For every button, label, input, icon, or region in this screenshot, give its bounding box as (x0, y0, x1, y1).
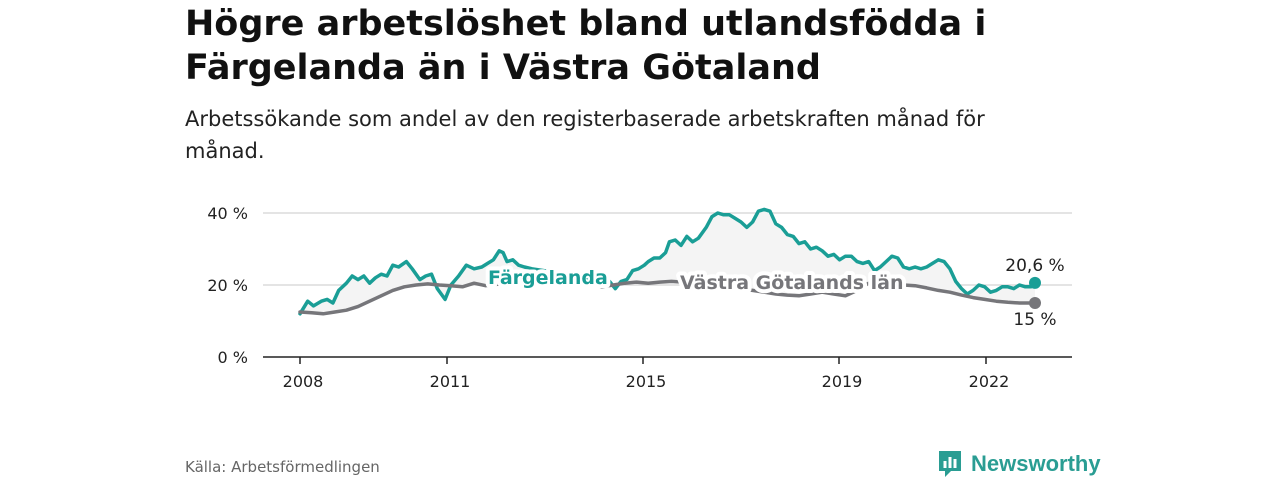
chart-title: Högre arbetslöshet bland utlandsfödda i … (185, 4, 987, 88)
x-tick-label: 2022 (969, 372, 1010, 391)
y-tick-label: 40 % (207, 204, 248, 223)
y-tick-label: 20 % (207, 276, 248, 295)
x-tick-label: 2019 (822, 372, 863, 391)
label-fargelanda-halo: Färgelanda (488, 267, 608, 289)
fill-layer (300, 209, 1035, 314)
x-tick-label: 2011 (430, 372, 471, 391)
endpoint-fargelanda (1029, 276, 1041, 289)
difference-area (300, 209, 1035, 314)
end-label-fargelanda: 20,6 % (1005, 256, 1064, 276)
endpoint-vastra-gotaland (1029, 297, 1041, 309)
end-label-vastra-gotaland: 15 % (1013, 310, 1056, 330)
newsworthy-logo-icon (939, 451, 961, 477)
brand-name: Newsworthy (971, 451, 1101, 476)
y-tick-label: 0 % (218, 348, 248, 367)
chart-subtitle: Arbetssökande som andel av den registerb… (185, 107, 985, 163)
label-vastra-gotaland-halo: Västra Götalands län (680, 272, 903, 294)
x-tick-label: 2008 (283, 372, 324, 391)
brand-logo: Newsworthy (937, 449, 1101, 479)
x-tick-label: 2015 (626, 372, 667, 391)
line-vastra-gotaland (298, 279, 1037, 316)
line-fargelanda (298, 207, 1037, 316)
axis-layer: 0 % 20 % 40 % 2008 2011 2015 2019 2022 (207, 204, 1072, 391)
label-vastra-gotaland: Västra Götalands län (680, 272, 903, 294)
line-layer (298, 207, 1041, 316)
source-note: Källa: Arbetsförmedlingen (185, 458, 380, 476)
label-fargelanda: Färgelanda (488, 267, 608, 289)
